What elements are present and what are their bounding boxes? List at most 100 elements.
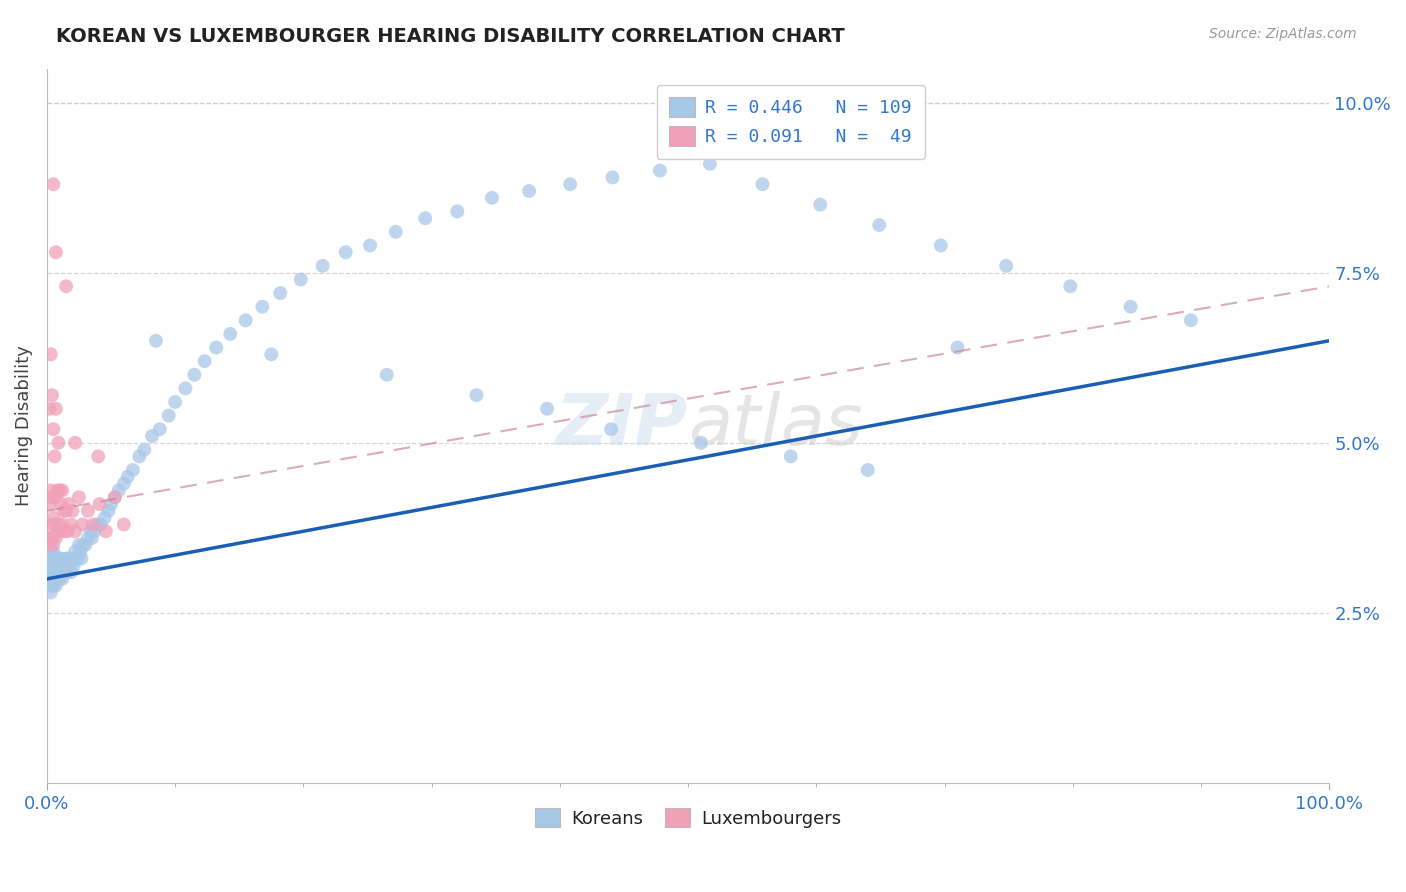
Point: [44, 517, 66, 532]
Point: [51, 558, 73, 573]
Point: [60, 565, 83, 579]
Point: [89, 497, 111, 511]
Point: [49, 497, 72, 511]
Point: [690, 435, 713, 450]
Point: [56, 565, 79, 579]
Point: [49, 551, 72, 566]
Point: [55, 551, 77, 566]
Point: [1119, 300, 1142, 314]
Point: [45, 490, 67, 504]
Point: [63, 544, 86, 558]
Point: [41, 388, 63, 402]
Point: [60, 517, 83, 532]
Point: [517, 184, 540, 198]
Point: [45, 531, 67, 545]
Point: [46, 483, 69, 498]
Point: [100, 497, 122, 511]
Point: [51, 572, 73, 586]
Point: [995, 259, 1018, 273]
Point: [45, 551, 67, 566]
Point: [44, 572, 66, 586]
Point: [45, 245, 67, 260]
Point: [48, 517, 70, 532]
Point: [69, 544, 91, 558]
Point: [38, 558, 60, 573]
Point: [48, 435, 70, 450]
Point: [1180, 313, 1202, 327]
Point: [413, 211, 436, 226]
Point: [117, 470, 139, 484]
Point: [751, 178, 773, 192]
Point: [56, 524, 79, 539]
Point: [219, 326, 242, 341]
Point: [48, 551, 70, 566]
Point: [46, 572, 69, 586]
Point: [48, 572, 70, 586]
Point: [600, 422, 623, 436]
Point: [63, 524, 86, 539]
Point: [157, 409, 180, 423]
Point: [46, 524, 69, 539]
Point: [375, 368, 398, 382]
Point: [55, 504, 77, 518]
Point: [62, 504, 84, 518]
Point: [39, 544, 62, 558]
Point: [41, 579, 63, 593]
Point: [107, 483, 129, 498]
Point: [868, 218, 890, 232]
Point: [856, 463, 879, 477]
Point: [80, 531, 103, 545]
Point: [335, 245, 357, 260]
Point: [134, 442, 156, 457]
Point: [41, 572, 63, 586]
Point: [121, 463, 143, 477]
Point: [290, 272, 312, 286]
Point: [39, 531, 62, 545]
Point: [55, 279, 77, 293]
Point: [252, 300, 274, 314]
Point: [112, 517, 135, 532]
Point: [38, 538, 60, 552]
Point: [48, 558, 70, 573]
Point: [51, 483, 73, 498]
Point: [39, 551, 62, 566]
Point: [41, 531, 63, 545]
Point: [67, 490, 90, 504]
Point: [49, 565, 72, 579]
Point: [42, 558, 65, 573]
Point: [45, 579, 67, 593]
Point: [38, 531, 60, 545]
Point: [359, 238, 381, 252]
Point: [53, 558, 76, 573]
Point: [45, 565, 67, 579]
Point: [72, 517, 94, 532]
Point: [384, 225, 406, 239]
Point: [94, 524, 117, 539]
Point: [145, 334, 167, 348]
Point: [104, 490, 127, 504]
Point: [63, 558, 86, 573]
Point: [128, 450, 150, 464]
Point: [39, 565, 62, 579]
Point: [67, 538, 90, 552]
Point: [58, 497, 80, 511]
Point: [929, 238, 952, 252]
Text: ZIP: ZIP: [555, 392, 688, 460]
Point: [48, 483, 70, 498]
Point: [41, 490, 63, 504]
Point: [42, 538, 65, 552]
Point: [38, 572, 60, 586]
Point: [59, 558, 82, 573]
Point: [1059, 279, 1081, 293]
Point: [87, 450, 110, 464]
Point: [44, 565, 66, 579]
Point: [44, 551, 66, 566]
Point: [63, 435, 86, 450]
Point: [58, 551, 80, 566]
Point: [70, 551, 93, 566]
Point: [46, 558, 69, 573]
Point: [75, 538, 97, 552]
Point: [48, 565, 70, 579]
Point: [97, 504, 120, 518]
Point: [37, 517, 59, 532]
